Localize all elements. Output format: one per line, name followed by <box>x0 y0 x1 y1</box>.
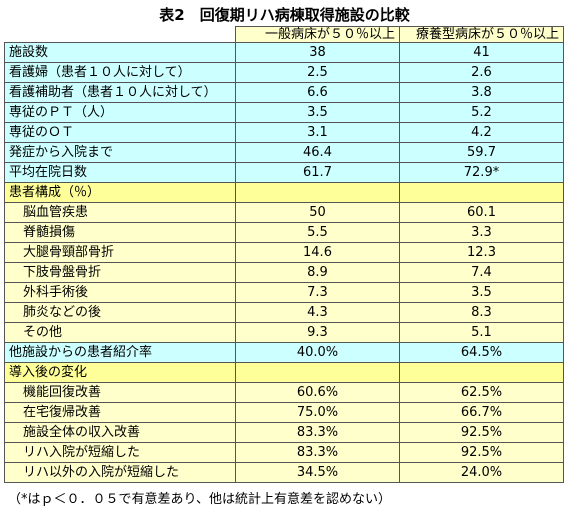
table-title: 表2 回復期リハ病棟取得施設の比較 <box>159 6 410 24</box>
data-row: 発症から入院まで 46.4 59.7 <box>4 142 564 163</box>
value-cell: 3.3 <box>399 222 564 243</box>
value-cell: 8.3 <box>399 302 564 323</box>
header-cell: 一般病床が５０％以上 <box>235 26 400 43</box>
table-body: 一般病床が５０％以上 療養型病床が５０％以上 施設数 38 41 看護婦（患者１０人に… <box>4 26 564 483</box>
row-label: 発症から入院まで <box>4 142 236 163</box>
corner-cell <box>4 26 236 43</box>
empty-cell <box>399 362 564 383</box>
empty-cell <box>235 362 400 383</box>
row-label: 下肢骨盤骨折 <box>4 262 236 283</box>
row-label: 外科手術後 <box>4 282 236 303</box>
row-label: 専従のＯＴ <box>4 122 236 143</box>
value-cell: 61.7 <box>235 162 400 183</box>
data-row: 大腿骨頸部骨折 14.6 12.3 <box>4 242 564 263</box>
value-cell: 7.4 <box>399 262 564 283</box>
value-cell: 72.9* <box>399 162 564 183</box>
value-cell: 64.5% <box>399 342 564 363</box>
row-label: その他 <box>4 322 236 343</box>
value-cell: 83.3% <box>235 422 400 443</box>
row-label: 専従のＰＴ（人） <box>4 102 236 123</box>
row-label: リハ入院が短縮した <box>4 442 236 463</box>
value-cell: 14.6 <box>235 242 400 263</box>
value-cell: 3.8 <box>399 82 564 103</box>
data-row: 外科手術後 7.3 3.5 <box>4 282 564 303</box>
row-label: 在宅復帰改善 <box>4 402 236 423</box>
value-cell: 38 <box>235 42 400 63</box>
value-cell: 60.6% <box>235 382 400 403</box>
row-label: 脳血管疾患 <box>4 202 236 223</box>
row-label: 大腿骨頸部骨折 <box>4 242 236 263</box>
row-label: 他施設からの患者紹介率 <box>4 342 236 363</box>
row-label: 肺炎などの後 <box>4 302 236 323</box>
value-cell: 41 <box>399 42 564 63</box>
value-cell: 5.5 <box>235 222 400 243</box>
value-cell: 9.3 <box>235 322 400 343</box>
value-cell: 83.3% <box>235 442 400 463</box>
empty-cell <box>399 182 564 203</box>
data-row: 専従のＰＴ（人） 3.5 5.2 <box>4 102 564 123</box>
row-label: 施設全体の収入改善 <box>4 422 236 443</box>
value-cell: 24.0% <box>399 462 564 483</box>
row-label: 機能回復改善 <box>4 382 236 403</box>
row-label: 平均在院日数 <box>4 162 236 183</box>
empty-cell <box>235 182 400 203</box>
footnote: （*はｐ＜０．０５で有意差あり、他は統計上有意差を認めない） <box>8 492 391 507</box>
data-row: 他施設からの患者紹介率 40.0% 64.5% <box>4 342 564 363</box>
header-cell: 療養型病床が５０％以上 <box>399 26 564 43</box>
data-row: 機能回復改善 60.6% 62.5% <box>4 382 564 403</box>
section-heading: 導入後の変化 <box>4 362 236 383</box>
value-cell: 3.5 <box>399 282 564 303</box>
value-cell: 92.5% <box>399 422 564 443</box>
data-row: 在宅復帰改善 75.0% 66.7% <box>4 402 564 423</box>
row-label: 脊髄損傷 <box>4 222 236 243</box>
data-row: 下肢骨盤骨折 8.9 7.4 <box>4 262 564 283</box>
data-row: 施設全体の収入改善 83.3% 92.5% <box>4 422 564 443</box>
value-cell: 8.9 <box>235 262 400 283</box>
data-row: 脊髄損傷 5.5 3.3 <box>4 222 564 243</box>
row-label: 施設数 <box>4 42 236 63</box>
value-cell: 34.5% <box>235 462 400 483</box>
header-row: 一般病床が５０％以上 療養型病床が５０％以上 <box>4 26 564 43</box>
value-cell: 12.3 <box>399 242 564 263</box>
value-cell: 2.5 <box>235 62 400 83</box>
section-row: 患者構成（％） <box>4 182 564 203</box>
data-row: その他 9.3 5.1 <box>4 322 564 343</box>
value-cell: 59.7 <box>399 142 564 163</box>
section-row: 導入後の変化 <box>4 362 564 383</box>
comparison-table: 一般病床が５０％以上 療養型病床が５０％以上 施設数 38 41 看護婦（患者１０人に… <box>4 26 564 483</box>
value-cell: 6.6 <box>235 82 400 103</box>
data-row: 平均在院日数 61.7 72.9* <box>4 162 564 183</box>
value-cell: 50 <box>235 202 400 223</box>
value-cell: 4.3 <box>235 302 400 323</box>
value-cell: 5.1 <box>399 322 564 343</box>
value-cell: 2.6 <box>399 62 564 83</box>
row-label: リハ以外の入院が短縮した <box>4 462 236 483</box>
value-cell: 5.2 <box>399 102 564 123</box>
value-cell: 3.1 <box>235 122 400 143</box>
data-row: リハ入院が短縮した 83.3% 92.5% <box>4 442 564 463</box>
value-cell: 7.3 <box>235 282 400 303</box>
value-cell: 3.5 <box>235 102 400 123</box>
value-cell: 75.0% <box>235 402 400 423</box>
data-row: 肺炎などの後 4.3 8.3 <box>4 302 564 323</box>
data-row: 脳血管疾患 50 60.1 <box>4 202 564 223</box>
value-cell: 46.4 <box>235 142 400 163</box>
value-cell: 92.5% <box>399 442 564 463</box>
value-cell: 60.1 <box>399 202 564 223</box>
data-row: 看護補助者（患者１０人に対して） 6.6 3.8 <box>4 82 564 103</box>
row-label: 看護婦（患者１０人に対して） <box>4 62 236 83</box>
data-row: リハ以外の入院が短縮した 34.5% 24.0% <box>4 462 564 483</box>
data-row: 施設数 38 41 <box>4 42 564 63</box>
data-row: 専従のＯＴ 3.1 4.2 <box>4 122 564 143</box>
value-cell: 40.0% <box>235 342 400 363</box>
value-cell: 4.2 <box>399 122 564 143</box>
section-heading: 患者構成（％） <box>4 182 236 203</box>
value-cell: 66.7% <box>399 402 564 423</box>
value-cell: 62.5% <box>399 382 564 403</box>
data-row: 看護婦（患者１０人に対して） 2.5 2.6 <box>4 62 564 83</box>
row-label: 看護補助者（患者１０人に対して） <box>4 82 236 103</box>
